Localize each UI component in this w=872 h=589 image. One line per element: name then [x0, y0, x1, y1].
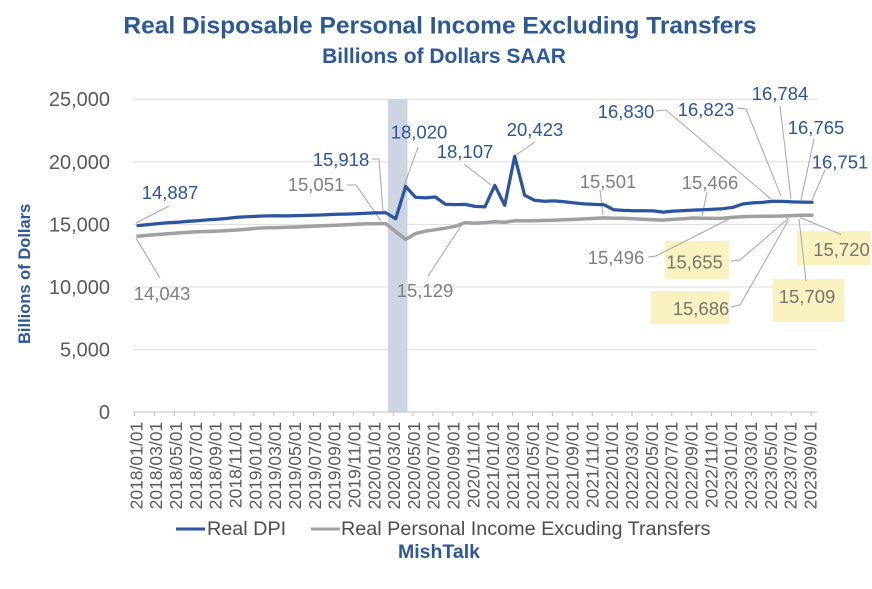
svg-text:18,020: 18,020: [391, 122, 448, 143]
svg-text:2019/01/01: 2019/01/01: [245, 422, 265, 510]
svg-text:20,000: 20,000: [49, 152, 110, 174]
svg-text:2021/05/01: 2021/05/01: [523, 422, 543, 510]
svg-text:2022/01/01: 2022/01/01: [602, 422, 622, 510]
svg-text:2023/09/01: 2023/09/01: [800, 422, 820, 510]
svg-text:16,830: 16,830: [598, 101, 655, 122]
svg-text:5,000: 5,000: [60, 340, 110, 362]
svg-text:Real Personal Income Excuding: Real Personal Income Excuding Transfers: [341, 518, 711, 540]
svg-text:15,686: 15,686: [673, 298, 730, 319]
svg-text:2023/03/01: 2023/03/01: [741, 422, 761, 510]
svg-text:2018/07/01: 2018/07/01: [186, 422, 206, 510]
svg-text:2023/07/01: 2023/07/01: [781, 422, 801, 510]
svg-text:18,107: 18,107: [437, 141, 494, 162]
svg-text:15,720: 15,720: [813, 239, 870, 260]
svg-text:2019/11/01: 2019/11/01: [344, 422, 364, 508]
svg-text:2022/03/01: 2022/03/01: [622, 422, 642, 510]
svg-text:15,129: 15,129: [397, 280, 454, 301]
svg-text:16,765: 16,765: [788, 117, 845, 138]
svg-text:15,000: 15,000: [49, 214, 110, 236]
svg-text:10,000: 10,000: [49, 277, 110, 299]
svg-text:2022/09/01: 2022/09/01: [682, 422, 702, 510]
svg-text:2018/03/01: 2018/03/01: [146, 422, 166, 510]
svg-text:Billions of Dollars SAAR: Billions of Dollars SAAR: [322, 45, 566, 68]
svg-text:2019/03/01: 2019/03/01: [265, 422, 285, 510]
svg-text:2022/05/01: 2022/05/01: [642, 422, 662, 510]
svg-text:25,000: 25,000: [49, 89, 110, 111]
svg-text:2018/11/01: 2018/11/01: [226, 422, 246, 508]
svg-text:2022/11/01: 2022/11/01: [701, 422, 721, 508]
svg-text:2020/07/01: 2020/07/01: [424, 422, 444, 510]
svg-text:Real DPI: Real DPI: [207, 518, 286, 540]
svg-text:Real Disposable Personal Incom: Real Disposable Personal Income Excludin…: [123, 13, 756, 40]
svg-text:2021/07/01: 2021/07/01: [543, 422, 563, 510]
svg-text:2018/01/01: 2018/01/01: [126, 422, 146, 510]
svg-text:2022/07/01: 2022/07/01: [662, 422, 682, 510]
svg-text:2019/05/01: 2019/05/01: [285, 422, 305, 510]
svg-text:16,784: 16,784: [752, 83, 809, 104]
svg-text:20,423: 20,423: [507, 119, 564, 140]
svg-text:15,501: 15,501: [580, 171, 637, 192]
svg-text:MishTalk: MishTalk: [398, 541, 480, 563]
svg-text:2019/07/01: 2019/07/01: [305, 422, 325, 510]
svg-text:Billions of Dollars: Billions of Dollars: [16, 204, 34, 344]
svg-text:2018/09/01: 2018/09/01: [206, 422, 226, 510]
svg-text:2020/03/01: 2020/03/01: [384, 422, 404, 510]
svg-text:2021/03/01: 2021/03/01: [503, 422, 523, 510]
svg-text:15,655: 15,655: [666, 252, 723, 273]
svg-text:15,918: 15,918: [313, 149, 370, 170]
svg-text:15,496: 15,496: [588, 247, 645, 268]
svg-text:15,466: 15,466: [682, 172, 739, 193]
svg-text:2023/01/01: 2023/01/01: [721, 422, 741, 510]
svg-text:14,043: 14,043: [134, 283, 191, 304]
svg-text:0: 0: [99, 402, 110, 424]
svg-text:2019/09/01: 2019/09/01: [325, 422, 345, 510]
svg-text:2020/05/01: 2020/05/01: [404, 422, 424, 510]
svg-text:2020/01/01: 2020/01/01: [364, 422, 384, 510]
svg-text:2020/09/01: 2020/09/01: [444, 422, 464, 510]
svg-text:2021/09/01: 2021/09/01: [563, 422, 583, 510]
svg-text:16,751: 16,751: [812, 152, 869, 173]
svg-text:15,709: 15,709: [779, 286, 836, 307]
svg-text:2018/05/01: 2018/05/01: [166, 422, 186, 510]
svg-text:2021/11/01: 2021/11/01: [582, 422, 602, 508]
svg-text:2023/05/01: 2023/05/01: [761, 422, 781, 510]
svg-text:16,823: 16,823: [678, 99, 735, 120]
svg-text:14,887: 14,887: [142, 182, 199, 203]
svg-text:2021/01/01: 2021/01/01: [483, 422, 503, 510]
svg-text:2020/11/01: 2020/11/01: [463, 422, 483, 508]
svg-text:15,051: 15,051: [288, 174, 345, 195]
